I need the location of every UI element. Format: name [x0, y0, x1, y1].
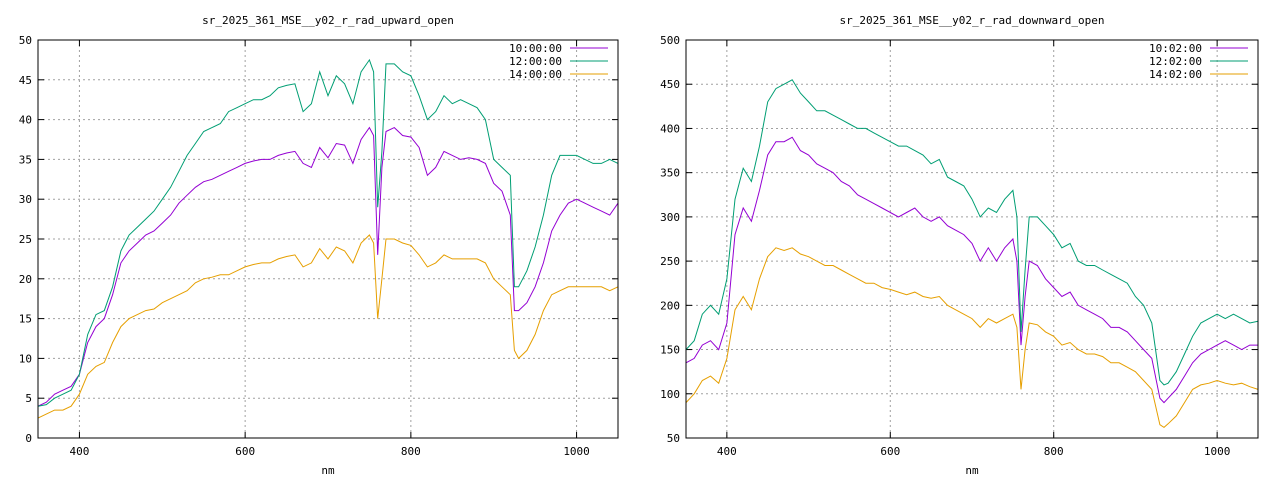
y-tick-label: 5 — [25, 392, 32, 405]
legend-label: 14:00:00 — [509, 68, 562, 81]
x-tick-label: 1000 — [1204, 445, 1231, 458]
y-tick-label: 15 — [19, 313, 32, 326]
legend-label: 12:02:00 — [1149, 55, 1202, 68]
x-tick-label: 600 — [235, 445, 255, 458]
series-line-14-02-00 — [685, 247, 1259, 429]
upward-radiance-chart: sr_2025_361_MSE__y02_r_rad_upward_open 0 5… — [19, 14, 619, 477]
y-tick-label: 400 — [660, 122, 680, 135]
x-axis-label: nm — [965, 464, 979, 477]
legend-label: 14:02:00 — [1149, 68, 1202, 81]
chart-title: sr_2025_361_MSE__y02_r_rad_upward_open — [202, 14, 454, 27]
y-tick-label: 45 — [19, 74, 32, 87]
series-line-14-00-00 — [37, 234, 619, 419]
y-tick-label: 25 — [19, 233, 32, 246]
x-tick-label: 600 — [880, 445, 900, 458]
downward-radiance-chart: sr_2025_361_MSE__y02_r_rad_downward_open… — [660, 14, 1259, 477]
y-tick-label: 300 — [660, 211, 680, 224]
y-tick-label: 500 — [660, 34, 680, 47]
y-tick-label: 20 — [19, 273, 32, 286]
y-tick-label: 100 — [660, 388, 680, 401]
chart-title: sr_2025_361_MSE__y02_r_rad_downward_open — [840, 14, 1105, 27]
series-line-10-02-00 — [685, 136, 1258, 404]
y-tick-label: 30 — [19, 193, 32, 206]
y-tick-label: 250 — [660, 255, 680, 268]
legend-label: 10:02:00 — [1149, 42, 1202, 55]
series-line-10-00-00 — [37, 126, 619, 407]
y-tick-label: 0 — [25, 432, 32, 445]
x-tick-label: 800 — [1044, 445, 1064, 458]
x-tick-label: 400 — [69, 445, 89, 458]
y-tick-label: 350 — [660, 167, 680, 180]
y-tick-label: 10 — [19, 352, 32, 365]
x-axis-label: nm — [321, 464, 335, 477]
y-tick-label: 50 — [667, 432, 680, 445]
series-line-12-02-00 — [685, 79, 1259, 386]
plot-frame — [37, 39, 619, 439]
legend-label: 10:00:00 — [509, 42, 562, 55]
y-tick-label: 35 — [19, 153, 32, 166]
y-tick-label: 40 — [19, 114, 32, 127]
series-line-12-00-00 — [37, 58, 619, 407]
legend-label: 12:00:00 — [509, 55, 562, 68]
x-tick-label: 800 — [401, 445, 421, 458]
x-tick-label: 400 — [717, 445, 737, 458]
y-tick-label: 450 — [660, 78, 680, 91]
y-tick-label: 150 — [660, 344, 680, 357]
y-tick-label: 50 — [19, 34, 32, 47]
x-tick-label: 1000 — [563, 445, 590, 458]
plot-frame — [685, 39, 1259, 439]
y-tick-label: 200 — [660, 299, 680, 312]
